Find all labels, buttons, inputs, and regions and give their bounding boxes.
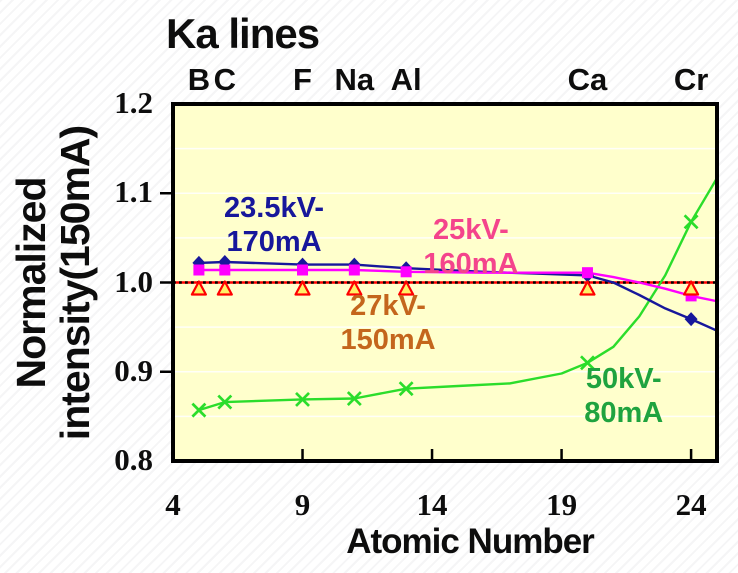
x-axis-label: Atomic Number (346, 522, 595, 561)
marker-diamond-23.5kV-170mA (684, 312, 698, 327)
marker-x-50kV-80mA (295, 391, 310, 407)
marker-triangle-27kV-150mA (216, 280, 233, 296)
marker-square-25kV-160mA (400, 266, 412, 278)
marker-square-25kV-160mA (193, 264, 205, 276)
marker-square-25kV-160mA (348, 264, 360, 276)
marker-square-25kV-160mA (581, 267, 593, 279)
plot-border (171, 102, 719, 463)
series-group (175, 179, 715, 418)
marker-triangle-27kV-150mA (294, 280, 311, 296)
marker-x-50kV-80mA (683, 214, 699, 230)
series-line-25kV-160mA (198, 268, 715, 303)
marker-square-25kV-160mA (685, 290, 697, 302)
marker-x-50kV-80mA (346, 391, 362, 406)
marker-triangle-27kV-150mA (682, 280, 700, 296)
marker-x-50kV-80mA (191, 402, 207, 418)
series-line-50kV-80mA (198, 179, 715, 412)
chart-title: Ka lines (166, 10, 320, 57)
marker-triangle-27kV-150mA (398, 280, 415, 296)
marker-square-25kV-160mA (219, 264, 231, 276)
marker-triangle-27kV-150mA (579, 280, 596, 296)
marker-triangle-27kV-150mA (190, 280, 208, 296)
marker-triangle-27kV-150mA (346, 280, 363, 296)
marker-x-50kV-80mA (398, 381, 414, 397)
marker-square-25kV-160mA (297, 264, 309, 276)
marker-x-50kV-80mA (580, 355, 595, 371)
marker-x-50kV-80mA (217, 394, 233, 410)
